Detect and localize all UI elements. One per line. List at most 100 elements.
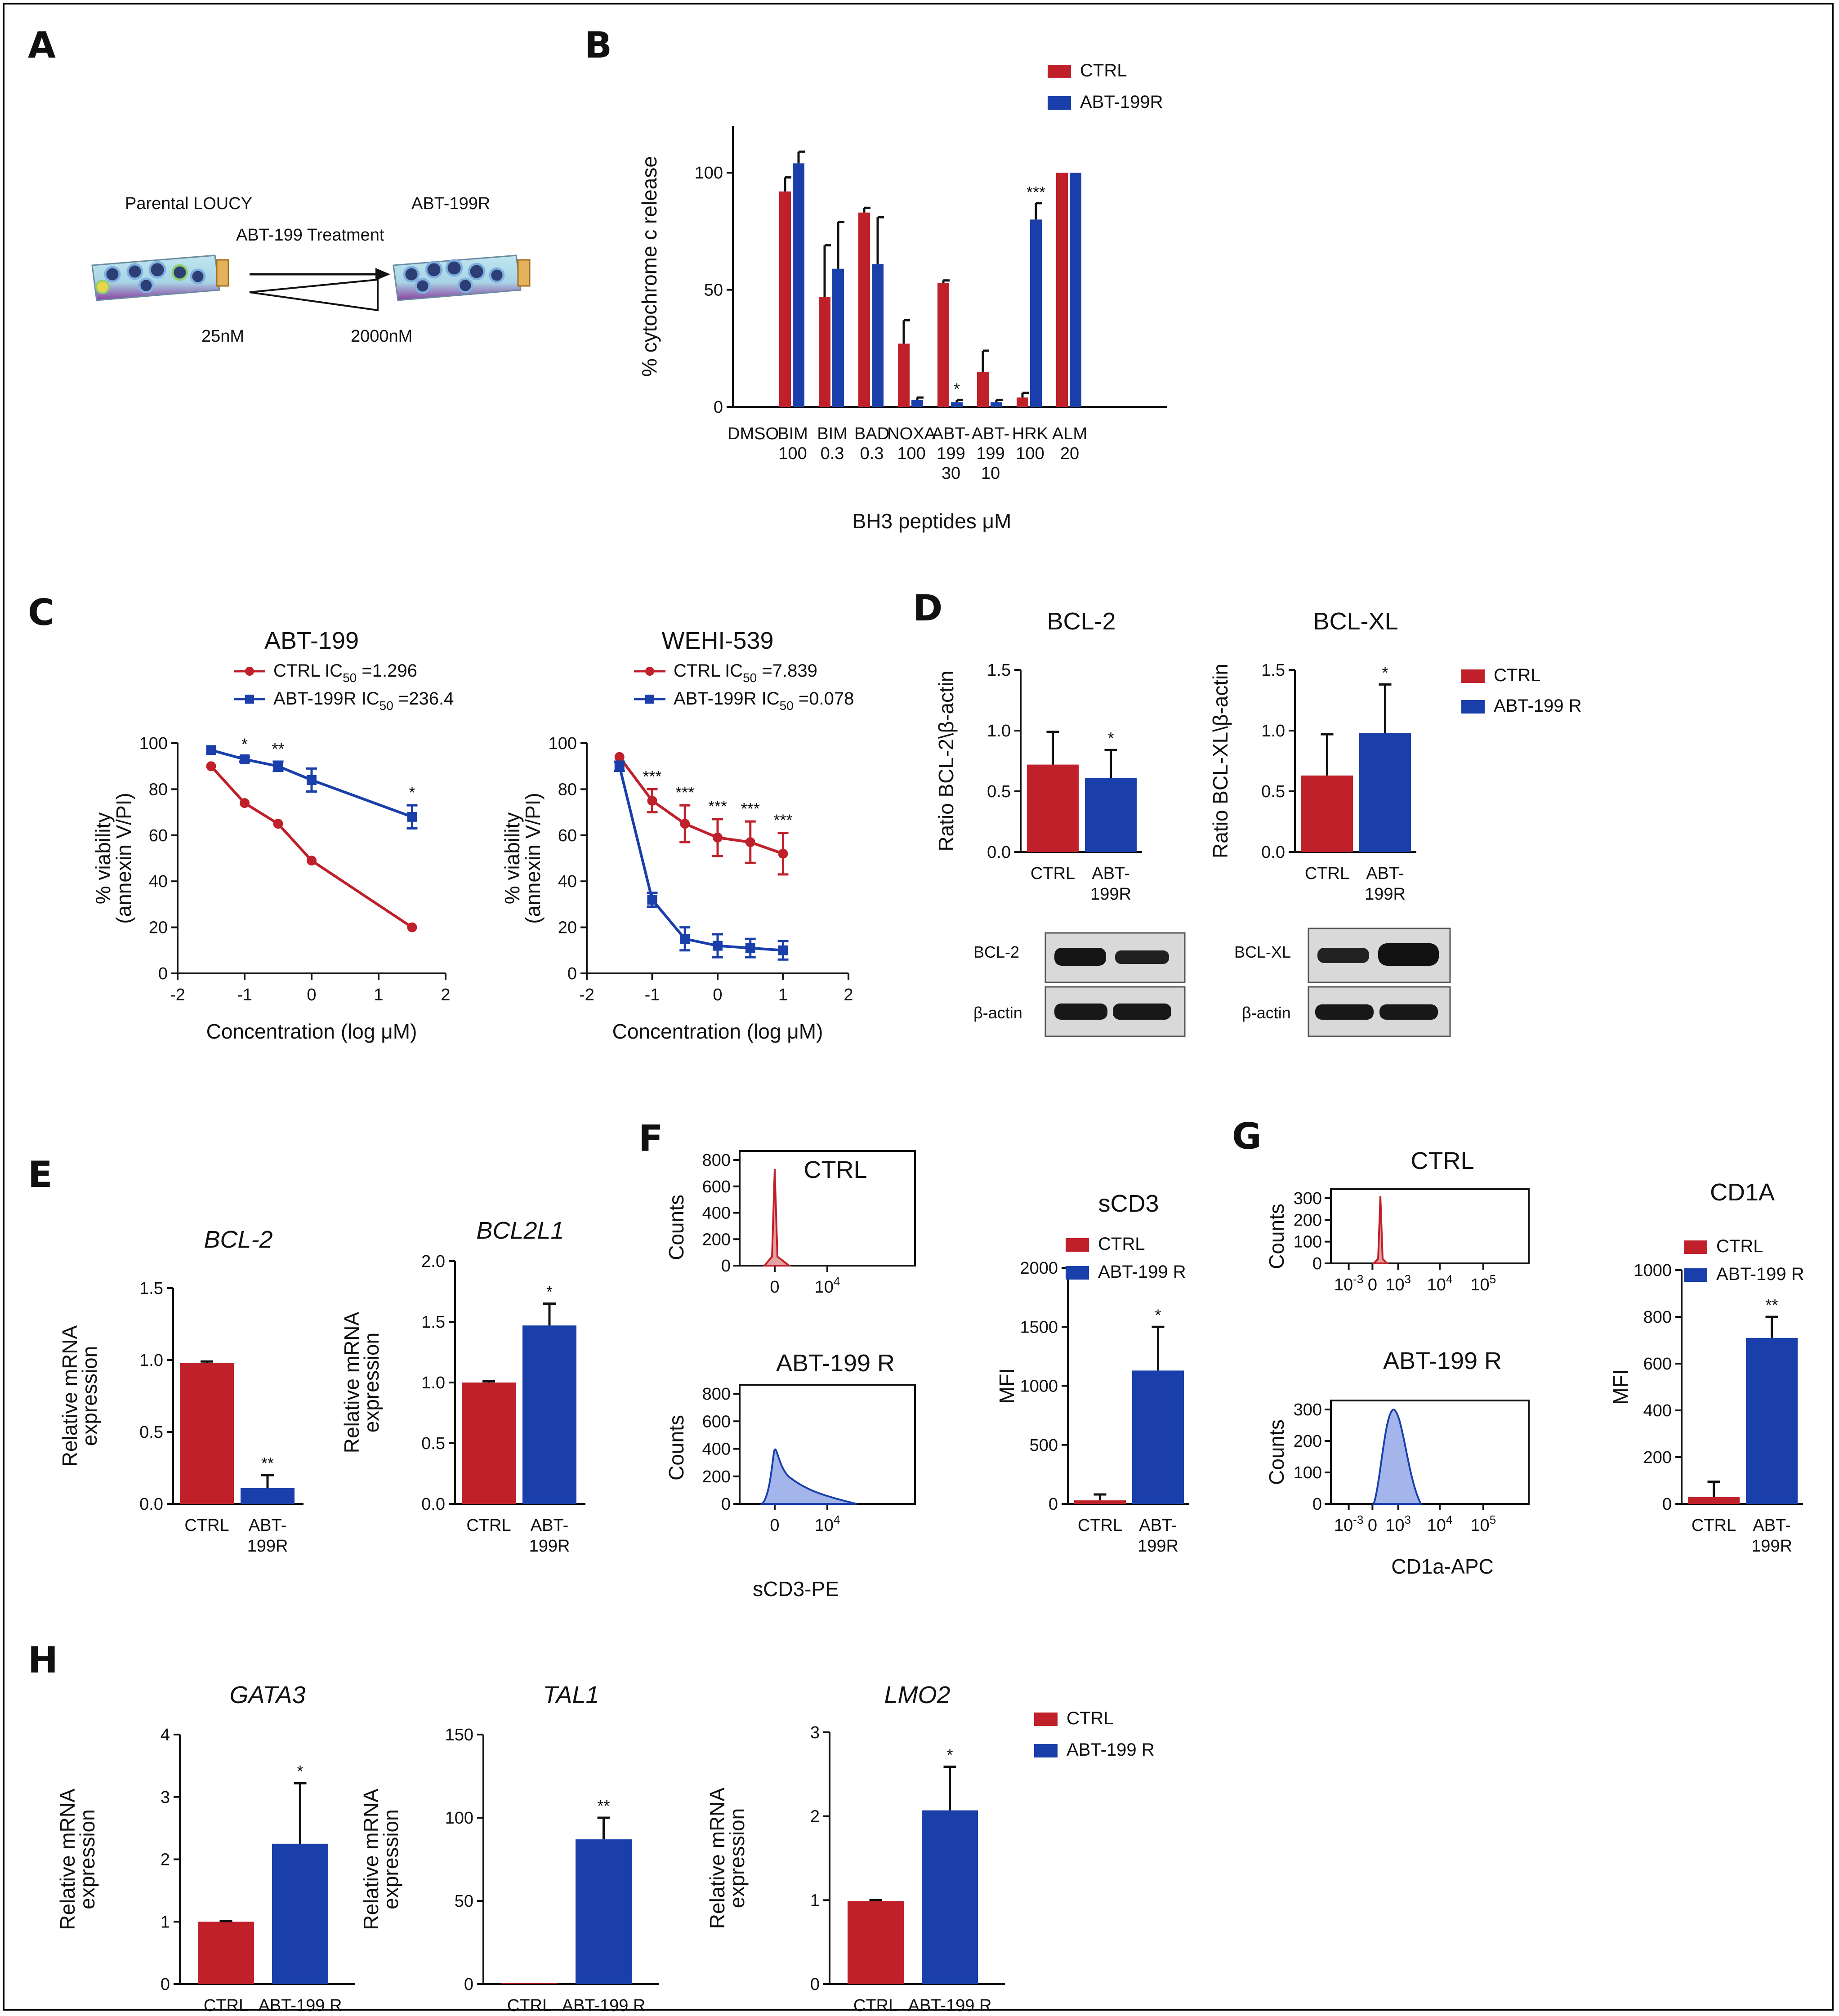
C2-significance: *** <box>741 799 760 818</box>
E1-ytick-label: 0.0 <box>139 1495 163 1514</box>
h-legend-label: ABT-199 R <box>1067 1740 1155 1760</box>
g-hist-ctrl-xtick-label: 10-3 <box>1334 1272 1363 1294</box>
G-ytick-label: 200 <box>1643 1448 1672 1467</box>
C1-significance: * <box>241 735 248 754</box>
E1-ylabel: Relative mRNA <box>58 1325 81 1467</box>
f-hist-abt-curve <box>760 1448 857 1505</box>
h-legend-label: CTRL <box>1067 1708 1113 1728</box>
C1-ylabel: (annexin V/PI) <box>112 793 135 923</box>
E1-ytick-label: 0.5 <box>139 1423 163 1442</box>
b-bar-ABT-199R-BIM 100 <box>793 163 804 407</box>
C2-ytick-label: 60 <box>558 826 577 845</box>
b-xtick-label: 199 <box>976 444 1004 463</box>
C2-point <box>647 895 657 905</box>
g-hist-ctrl-ytick-label: 300 <box>1294 1189 1322 1208</box>
b-xtick-label: ABT- <box>972 424 1009 443</box>
F-ytick-label: 500 <box>1030 1436 1058 1455</box>
g-hist-abt-curve <box>1372 1408 1423 1505</box>
b-xtick-label: BIM <box>777 424 808 443</box>
C1-xtick-label: 2 <box>441 986 450 1004</box>
b-xtick-label: ABT- <box>932 424 970 443</box>
b-bar-CTRL-ABT-199 10 <box>977 371 989 407</box>
C2-ytick-label: 40 <box>558 872 577 891</box>
H1-xtick-label: CTRL <box>204 1996 248 2015</box>
G-ytick-label: 600 <box>1643 1355 1672 1374</box>
b-xtick-label: NOXA <box>887 424 936 443</box>
C2-legend-label: ABT-199R IC50 =0.078 <box>674 689 854 713</box>
C2-xtick-label: -2 <box>579 986 594 1004</box>
g-hist-abt-ytick-label: 200 <box>1294 1432 1322 1451</box>
E2-bar-ABT-199R <box>522 1325 576 1504</box>
b-xtick-label: 0.3 <box>821 444 844 463</box>
g-hist-abt-xtick-label: 0 <box>1368 1516 1377 1535</box>
western-blot-bcl2: BCL-2 β-actin <box>973 932 1186 1037</box>
E1-bar-ABT-199R <box>241 1488 295 1504</box>
b-legend-swatch <box>1048 65 1071 78</box>
b-significance: * <box>954 379 960 398</box>
C2-xtick-label: 2 <box>844 986 853 1004</box>
g-hist-abt-xtick-label: 103 <box>1385 1513 1411 1535</box>
H3-ytick-label: 2 <box>810 1807 820 1826</box>
E2-xtick-label: CTRL <box>466 1516 511 1535</box>
b-xtick-label: 10 <box>981 464 1000 483</box>
b-legend-label: ABT-199R <box>1080 92 1163 112</box>
arrow-icon <box>249 268 390 312</box>
b-bar-CTRL-BIM 0.3 <box>819 297 830 407</box>
E2-ytick-label: 1.0 <box>421 1374 445 1392</box>
resistant-label: ABT-199R <box>411 194 490 213</box>
flow-f-xlabel: sCD3-PE <box>753 1577 839 1601</box>
b-bar-CTRL-BIM 100 <box>779 191 791 407</box>
C2-ytick-label: 0 <box>567 964 577 983</box>
E1-ytick-label: 1.0 <box>139 1351 163 1370</box>
G-bar-ABT-199R <box>1746 1338 1798 1504</box>
h-legend-swatch <box>1034 1744 1058 1757</box>
H2-ytick-label: 0 <box>464 1975 473 1994</box>
treatment-label: ABT-199 Treatment <box>236 226 384 245</box>
H2-ytick-label: 100 <box>445 1809 473 1828</box>
G-xtick-label: ABT- <box>1753 1516 1790 1535</box>
D1-bar-ABT-199R <box>1085 778 1137 852</box>
C2-significance: *** <box>708 797 727 816</box>
H1-bar-CTRL <box>198 1922 254 1984</box>
f-hist-ctrl-xtick-label: 104 <box>815 1275 840 1297</box>
f-legend-swatch <box>1066 1266 1089 1280</box>
H3-ylabel: Relative mRNA <box>705 1787 729 1929</box>
f-hist-ctrl-ytick-label: 0 <box>721 1257 731 1276</box>
flow-g-title-abt: ABT-199 R <box>1383 1347 1502 1374</box>
C1-legend-marker <box>245 695 254 704</box>
H1-ytick-label: 2 <box>161 1851 170 1869</box>
G-title: CD1A <box>1710 1179 1775 1206</box>
D1-ytick-label: 1.5 <box>987 661 1011 680</box>
C1-ytick-label: 0 <box>158 964 168 983</box>
G-ylabel: MFI <box>1609 1369 1632 1405</box>
C1-point <box>407 922 417 932</box>
E2-title: BCL2L1 <box>476 1217 564 1244</box>
F-ytick-label: 1000 <box>1020 1377 1058 1396</box>
b-bar-CTRL-NOXA 100 <box>898 343 910 407</box>
g-hist-abt-xtick-label: 10-3 <box>1334 1513 1363 1535</box>
C2-point <box>614 752 625 762</box>
panel-letter-h: H <box>28 1639 58 1681</box>
D1-ytick-label: 0.5 <box>987 782 1011 801</box>
D2-significance: * <box>1382 663 1388 682</box>
C2-point <box>614 761 625 772</box>
f-hist-ctrl-xtick-label: 0 <box>770 1278 779 1297</box>
D2-ytick-label: 1.0 <box>1261 722 1285 740</box>
D2-bar-CTRL <box>1301 775 1353 852</box>
D2-ylabel: Ratio BCL-XL\β-actin <box>1209 664 1232 858</box>
b-bar-ABT-199R-ABT-199 30 <box>951 402 963 407</box>
D2-bar-ABT-199R <box>1359 733 1411 852</box>
H2-bar-CTRL <box>501 1983 558 1984</box>
C1-legend-label: CTRL IC50 =1.296 <box>273 661 417 685</box>
blot-label-actin-1: β-actin <box>973 1004 1022 1022</box>
g-hist-ctrl-xtick-label: 105 <box>1470 1272 1496 1294</box>
b-xtick-label: DMSO <box>728 424 779 443</box>
b-bar-CTRL-ALM 20 <box>1056 173 1068 407</box>
g-hist-ctrl-xtick-label: 0 <box>1368 1276 1377 1294</box>
dose-high: 2000nM <box>351 327 412 346</box>
g-legend-swatch <box>1684 1240 1707 1254</box>
F-title: sCD3 <box>1098 1190 1159 1217</box>
E2-ytick-label: 2.0 <box>421 1252 445 1271</box>
H3-title: LMO2 <box>884 1681 950 1708</box>
